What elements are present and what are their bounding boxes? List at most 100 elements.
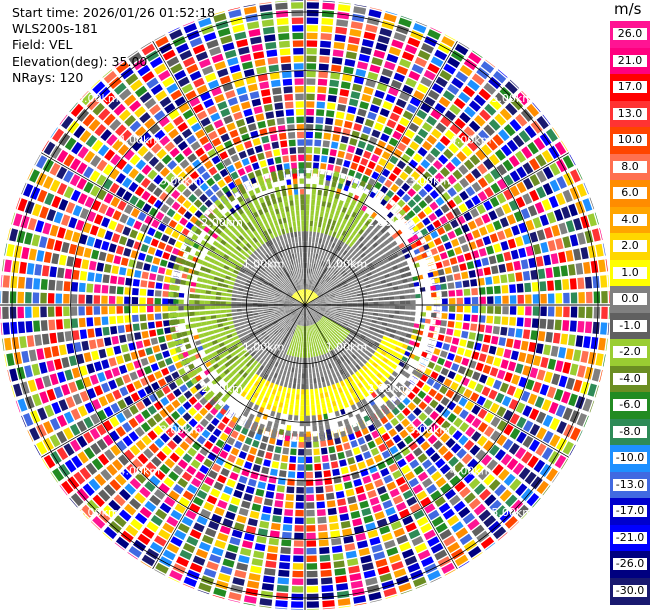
range-gate bbox=[145, 461, 157, 473]
range-gate bbox=[284, 509, 294, 516]
range-gate bbox=[340, 342, 346, 348]
range-gate bbox=[268, 305, 274, 307]
range-gate bbox=[522, 193, 533, 205]
range-gate bbox=[490, 335, 499, 345]
range-gate bbox=[251, 558, 264, 567]
range-gate bbox=[383, 587, 397, 597]
range-gate bbox=[232, 316, 238, 320]
range-gate bbox=[284, 238, 289, 245]
range-gate bbox=[216, 318, 223, 323]
range-gate bbox=[389, 310, 395, 314]
range-gate bbox=[161, 154, 172, 165]
range-gate bbox=[88, 478, 101, 492]
range-gate bbox=[177, 206, 187, 216]
range-gate bbox=[443, 148, 454, 160]
range-gate bbox=[294, 532, 304, 540]
range-gate bbox=[32, 393, 42, 407]
range-gate bbox=[396, 160, 406, 170]
range-gate bbox=[417, 49, 431, 61]
range-gate bbox=[234, 440, 243, 449]
range-gate bbox=[372, 273, 379, 278]
range-gate bbox=[319, 278, 324, 284]
range-gate bbox=[327, 318, 333, 322]
range-gate bbox=[313, 281, 317, 287]
range-gate bbox=[484, 103, 497, 116]
range-gate bbox=[386, 282, 393, 287]
range-gate bbox=[236, 262, 243, 268]
range-gate bbox=[577, 232, 586, 245]
range-gate bbox=[435, 341, 443, 349]
range-gate bbox=[320, 318, 326, 323]
range-gate bbox=[524, 317, 532, 328]
range-gate bbox=[223, 461, 233, 470]
range-gate bbox=[262, 340, 268, 346]
range-gate bbox=[263, 498, 273, 507]
range-gate bbox=[497, 532, 508, 541]
range-gate bbox=[167, 341, 175, 349]
range-gate bbox=[238, 46, 250, 55]
range-gate bbox=[379, 108, 390, 118]
range-gate bbox=[166, 83, 179, 94]
range-gate bbox=[376, 347, 383, 354]
range-gate bbox=[272, 515, 282, 523]
range-gate bbox=[253, 496, 263, 505]
range-gate bbox=[308, 241, 312, 248]
range-gate bbox=[447, 320, 455, 328]
range-gate bbox=[308, 314, 312, 320]
range-gate bbox=[307, 295, 310, 301]
range-gate bbox=[367, 111, 377, 121]
range-gate bbox=[296, 319, 300, 325]
range-gate bbox=[262, 385, 268, 392]
range-gate bbox=[169, 570, 183, 581]
range-gate bbox=[308, 314, 311, 320]
range-gate bbox=[315, 210, 320, 217]
range-gate bbox=[281, 63, 292, 71]
range-gate bbox=[144, 118, 156, 129]
range-gate bbox=[326, 302, 332, 304]
range-gate bbox=[285, 286, 290, 291]
range-gate bbox=[266, 337, 272, 342]
range-gate bbox=[509, 170, 521, 183]
range-gate bbox=[331, 384, 337, 391]
range-gate bbox=[267, 284, 273, 288]
range-gate bbox=[288, 271, 292, 277]
range-gate bbox=[307, 252, 311, 258]
range-gate bbox=[249, 447, 258, 455]
range-gate bbox=[345, 365, 351, 371]
range-gate bbox=[546, 386, 557, 399]
range-gate bbox=[153, 401, 164, 411]
range-gate bbox=[264, 292, 270, 296]
range-gate bbox=[226, 313, 232, 317]
range-gate bbox=[102, 420, 114, 432]
range-gate bbox=[580, 246, 589, 260]
range-gate bbox=[69, 423, 81, 436]
range-gate bbox=[337, 216, 343, 223]
range-gate bbox=[383, 292, 389, 297]
range-gate bbox=[335, 333, 340, 339]
range-gate bbox=[370, 154, 380, 163]
range-gate bbox=[279, 369, 284, 376]
range-gate bbox=[281, 71, 292, 79]
range-gate bbox=[292, 32, 304, 40]
range-gate bbox=[459, 112, 471, 124]
range-gate bbox=[423, 529, 436, 541]
range-gate bbox=[353, 123, 363, 132]
range-gate bbox=[112, 139, 124, 151]
range-gate bbox=[275, 600, 288, 608]
range-gate bbox=[326, 110, 335, 118]
range-gate bbox=[331, 361, 336, 368]
range-gate bbox=[282, 336, 287, 342]
range-gate bbox=[407, 412, 417, 422]
range-gate bbox=[269, 233, 275, 239]
range-gate bbox=[353, 525, 365, 534]
range-gate bbox=[313, 383, 318, 389]
range-gate bbox=[32, 306, 40, 318]
range-gate bbox=[537, 268, 546, 279]
range-gate bbox=[284, 306, 290, 309]
range-gate bbox=[335, 311, 342, 315]
range-gate bbox=[466, 261, 475, 270]
range-gate bbox=[418, 199, 428, 209]
range-gate bbox=[158, 70, 171, 81]
range-gate bbox=[399, 171, 409, 181]
range-gate bbox=[63, 153, 75, 167]
